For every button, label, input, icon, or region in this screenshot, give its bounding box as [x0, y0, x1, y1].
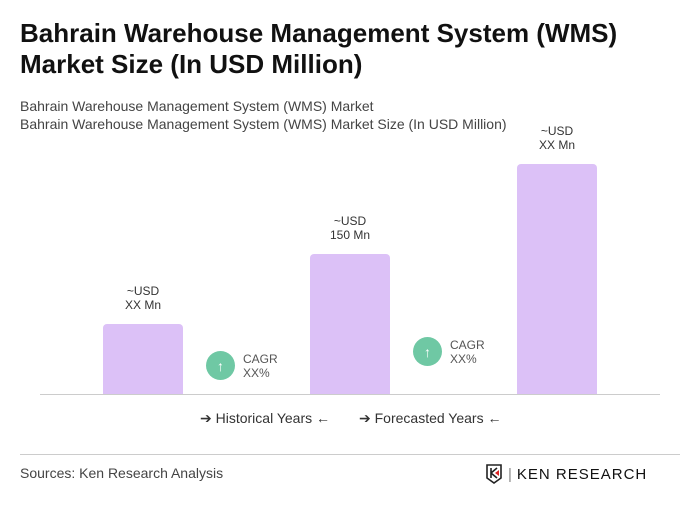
legend-forecasted: ➔ Forecasted Years ←	[359, 410, 502, 426]
arrow-up-icon: ↑	[413, 337, 442, 366]
logo-mark-icon	[486, 464, 502, 484]
bar-3	[517, 164, 597, 394]
bar-2	[310, 254, 390, 394]
legend-historical: ➔ Historical Years ←	[200, 410, 331, 426]
divider	[20, 454, 680, 455]
bar-1	[103, 324, 183, 394]
cagr-2: ↑ CAGR XX%	[413, 337, 485, 366]
data-label-1: ~USD XX Mn	[124, 284, 161, 312]
subtitle-2: Bahrain Warehouse Management System (WMS…	[20, 116, 507, 132]
subtitle: Bahrain Warehouse Management System (WMS…	[20, 98, 374, 114]
arrow-up-icon: ↑	[206, 351, 235, 380]
data-label-3: ~USD XX Mn	[538, 124, 575, 152]
arrow-left-icon: ←	[487, 410, 502, 426]
ken-research-logo: | KEN RESEARCH	[486, 464, 647, 484]
chart-title: Bahrain Warehouse Management System (WMS…	[20, 18, 618, 79]
x-axis	[40, 394, 660, 395]
arrow-right-icon: ➔	[359, 410, 371, 426]
cagr-1: ↑ CAGR XX%	[206, 351, 278, 380]
arrow-right-icon: ➔	[200, 410, 212, 426]
data-label-2: ~USD 150 Mn	[329, 214, 371, 242]
arrow-left-icon: ←	[316, 410, 331, 426]
source-text: Sources: Ken Research Analysis	[20, 465, 224, 481]
